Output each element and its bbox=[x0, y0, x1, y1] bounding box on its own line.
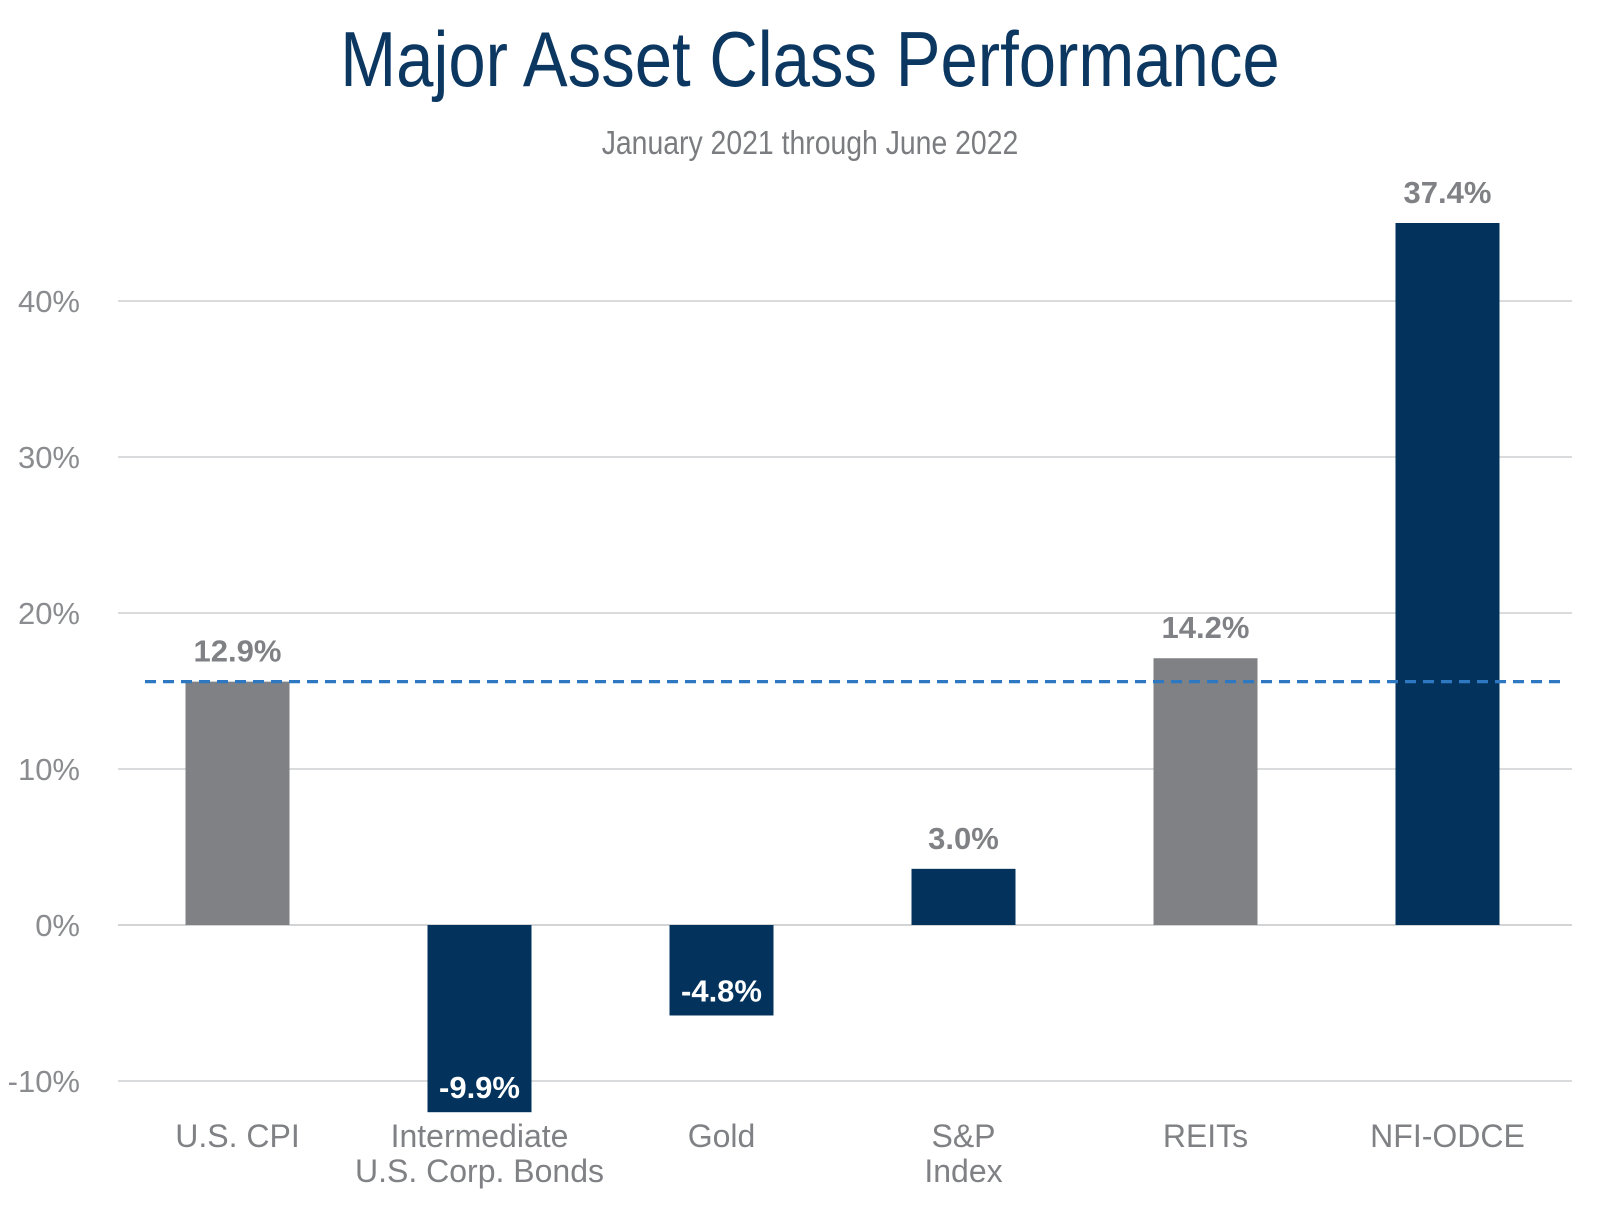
category-label: REITs bbox=[1163, 1118, 1248, 1154]
category-label: S&P bbox=[931, 1118, 995, 1154]
bar bbox=[1395, 223, 1500, 925]
bar bbox=[911, 868, 1016, 925]
category-label: Intermediate bbox=[391, 1118, 569, 1154]
y-tick-label: 30% bbox=[18, 440, 80, 475]
bar bbox=[185, 681, 290, 925]
category-label: U.S. Corp. Bonds bbox=[355, 1153, 604, 1189]
y-tick-label: 20% bbox=[18, 596, 80, 631]
data-labels: 12.9% -9.9% -4.8% 3.0% 14.2% 37.4% bbox=[194, 175, 1492, 1105]
chart-subtitle: January 2021 through June 2022 bbox=[601, 124, 1019, 161]
category-label: U.S. CPI bbox=[175, 1118, 299, 1154]
y-tick-label: 10% bbox=[18, 752, 80, 787]
bars bbox=[185, 223, 1500, 1113]
gridlines bbox=[118, 300, 1572, 1082]
bar bbox=[427, 925, 532, 1113]
data-label: 14.2% bbox=[1162, 610, 1250, 645]
category-label: NFI-ODCE bbox=[1370, 1118, 1525, 1154]
y-axis-tick-labels: -10% 0% 10% 20% 30% 40% bbox=[8, 284, 80, 1099]
category-label: Gold bbox=[688, 1118, 756, 1154]
data-label: 37.4% bbox=[1404, 175, 1492, 210]
data-label: 12.9% bbox=[194, 634, 282, 669]
bar bbox=[669, 925, 774, 1016]
y-tick-label: 0% bbox=[35, 908, 80, 943]
chart-title: Major Asset Class Performance bbox=[340, 15, 1280, 103]
data-label: -9.9% bbox=[439, 1070, 520, 1105]
data-label: -4.8% bbox=[681, 973, 762, 1008]
data-label: 3.0% bbox=[928, 821, 999, 856]
y-tick-label: -10% bbox=[8, 1064, 80, 1099]
category-label: Index bbox=[924, 1153, 1002, 1189]
bar bbox=[1153, 658, 1258, 925]
y-tick-label: 40% bbox=[18, 284, 80, 319]
